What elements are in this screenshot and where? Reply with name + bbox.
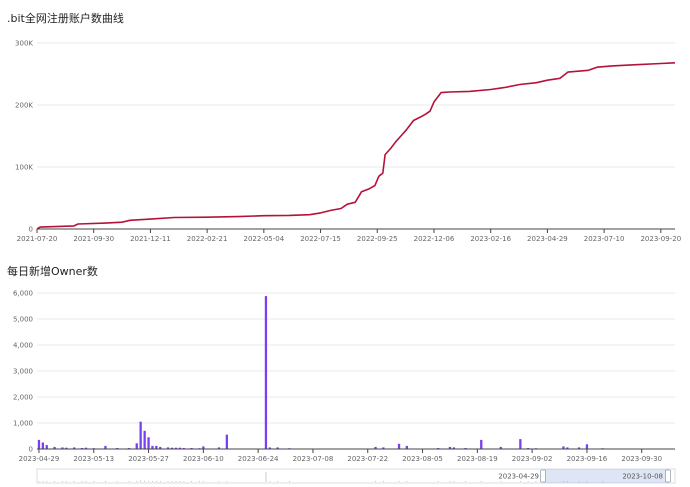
daily-owner-bar <box>397 443 401 449</box>
line-x-tick-label: 2023-02-16 <box>470 235 511 243</box>
daily-owner-bar <box>41 442 44 449</box>
line-y-tick-label: 100K <box>15 164 33 172</box>
daily-owner-bar <box>374 446 377 449</box>
bar-chart-title: 每日新增Owner数 <box>7 265 98 278</box>
daily-owner-bar <box>61 447 64 449</box>
daily-owner-bar <box>65 447 68 449</box>
daily-owner-bar <box>499 446 502 449</box>
bar-x-tick-label: 2023-06-10 <box>183 455 224 463</box>
line-y-tick-label: 300K <box>15 40 33 48</box>
bar-x-tick-label: 2023-05-13 <box>73 455 114 463</box>
line-x-tick-label: 2022-12-06 <box>414 235 455 243</box>
daily-owner-bar <box>178 447 181 449</box>
daily-owner-bar <box>159 446 162 449</box>
daily-owner-bar <box>147 437 150 449</box>
daily-owner-bar <box>562 446 565 449</box>
daily-owner-bar <box>151 445 154 449</box>
daily-owner-bar <box>448 446 452 449</box>
daily-owner-bar <box>143 430 146 449</box>
bar-y-tick-label: 4,000 <box>13 342 33 350</box>
daily-owner-bar <box>37 439 41 449</box>
line-y-tick-label: 0 <box>29 226 33 234</box>
datazoom-end-handle[interactable] <box>665 469 671 483</box>
bar-y-tick-label: 6,000 <box>13 290 33 298</box>
line-chart-title: .bit全网注册账户数曲线 <box>7 12 124 25</box>
bar-x-tick-label: 2023-05-27 <box>128 455 169 463</box>
daily-owner-bar <box>276 447 279 449</box>
line-x-tick-label: 2023-09-20 <box>640 235 681 243</box>
bar-x-tick-label: 2023-04-29 <box>19 455 60 463</box>
line-x-tick-label: 2021-12-11 <box>130 235 171 243</box>
line-x-tick-label: 2023-07-10 <box>584 235 625 243</box>
line-x-tick-label: 2023-04-29 <box>527 235 568 243</box>
daily-owner-bar <box>577 447 581 449</box>
accounts-line <box>36 62 676 230</box>
daily-owner-bar <box>166 447 170 449</box>
daily-owner-bar <box>45 445 48 449</box>
daily-owner-bar <box>382 447 385 449</box>
daily-owner-bar <box>566 447 569 449</box>
daily-owner-bar <box>519 439 522 449</box>
daily-owner-bar <box>264 296 268 449</box>
daily-owner-bar <box>84 447 88 449</box>
daily-owner-bar <box>225 434 228 449</box>
daily-owner-bar <box>174 447 178 449</box>
daily-owner-bar <box>139 421 142 449</box>
bar-x-tick-label: 2023-08-19 <box>457 455 498 463</box>
bar-y-tick-label: 1,000 <box>13 420 33 428</box>
line-x-tick-label: 2021-07-20 <box>17 235 58 243</box>
daily-owner-bar <box>135 443 138 449</box>
datazoom-preview <box>38 472 603 482</box>
bar-x-tick-label: 2023-08-05 <box>402 455 443 463</box>
line-x-tick-label: 2022-07-15 <box>300 235 341 243</box>
datazoom-selected-range[interactable] <box>543 469 668 483</box>
line-x-tick-label: 2021-09-30 <box>73 235 114 243</box>
bar-y-tick-label: 5,000 <box>13 316 33 324</box>
bar-x-tick-label: 2023-09-02 <box>512 455 553 463</box>
bar-x-tick-label: 2023-07-22 <box>347 455 388 463</box>
daily-owner-bar <box>268 447 271 449</box>
bar-x-tick-label: 2023-09-16 <box>567 455 608 463</box>
daily-owner-bar <box>585 444 589 449</box>
daily-owner-bar <box>73 447 76 449</box>
daily-owner-bar <box>217 447 221 449</box>
daily-owner-bar <box>405 445 408 449</box>
line-x-tick-label: 2022-05-04 <box>244 235 285 243</box>
bar-x-tick-label: 2023-07-08 <box>293 455 334 463</box>
daily-owner-bar <box>104 445 107 449</box>
daily-owner-bar <box>202 446 205 449</box>
bar-y-tick-label: 3,000 <box>13 368 33 376</box>
datazoom-start-label: 2023-04-29 <box>498 473 539 481</box>
bar-x-tick-label: 2023-09-30 <box>621 455 662 463</box>
daily-owner-bar <box>452 447 455 449</box>
daily-owner-bar <box>155 445 158 449</box>
daily-owner-bar <box>170 447 174 449</box>
line-y-tick-label: 200K <box>15 102 33 110</box>
datazoom-end-label: 2023-10-08 <box>622 473 663 481</box>
bar-y-tick-label: 0 <box>29 446 33 454</box>
line-x-tick-label: 2022-02-21 <box>187 235 228 243</box>
bar-x-tick-label: 2023-06-24 <box>238 455 279 463</box>
bar-y-tick-label: 2,000 <box>13 394 33 402</box>
daily-owner-bar <box>480 439 483 449</box>
daily-owner-bar <box>53 446 56 449</box>
line-x-tick-label: 2022-09-25 <box>357 235 398 243</box>
datazoom-start-handle[interactable] <box>540 469 546 483</box>
datazoom-track[interactable] <box>36 468 676 484</box>
